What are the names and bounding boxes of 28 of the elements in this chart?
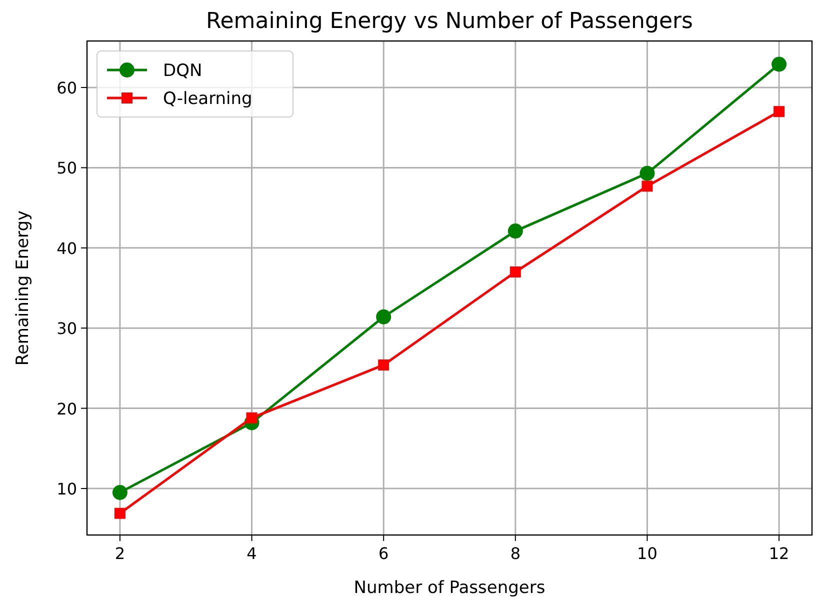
x-axis-title: Number of Passengers	[354, 578, 546, 598]
x-tick-label: 6	[378, 544, 389, 563]
point	[642, 180, 653, 192]
point	[508, 224, 523, 239]
point	[640, 166, 655, 181]
y-tick-label: 20	[56, 399, 77, 418]
point	[510, 266, 521, 278]
point	[772, 56, 787, 72]
legend-label: DQN	[163, 61, 202, 81]
point	[246, 412, 258, 424]
y-tick-label: 10	[56, 479, 77, 498]
x-tick-label: 2	[114, 544, 126, 563]
point	[774, 106, 785, 118]
x-tick-label: 8	[510, 544, 521, 563]
point	[114, 508, 126, 519]
y-axis-title: Remaining Energy	[13, 210, 33, 366]
x-tick-label: 10	[637, 544, 658, 563]
y-tick-label: 50	[56, 158, 77, 178]
y-tick-label: 60	[56, 78, 77, 98]
point	[378, 359, 390, 370]
legend-label: Q-learning	[163, 89, 252, 109]
chart-title: Remaining Energy vs Number of Passengers	[206, 9, 694, 34]
y-tick-label: 40	[56, 238, 77, 258]
x-tick-label: 12	[768, 544, 790, 563]
point	[376, 309, 392, 324]
x-tick-label: 4	[246, 544, 257, 563]
point	[112, 484, 128, 500]
y-tick-label: 30	[56, 319, 77, 338]
